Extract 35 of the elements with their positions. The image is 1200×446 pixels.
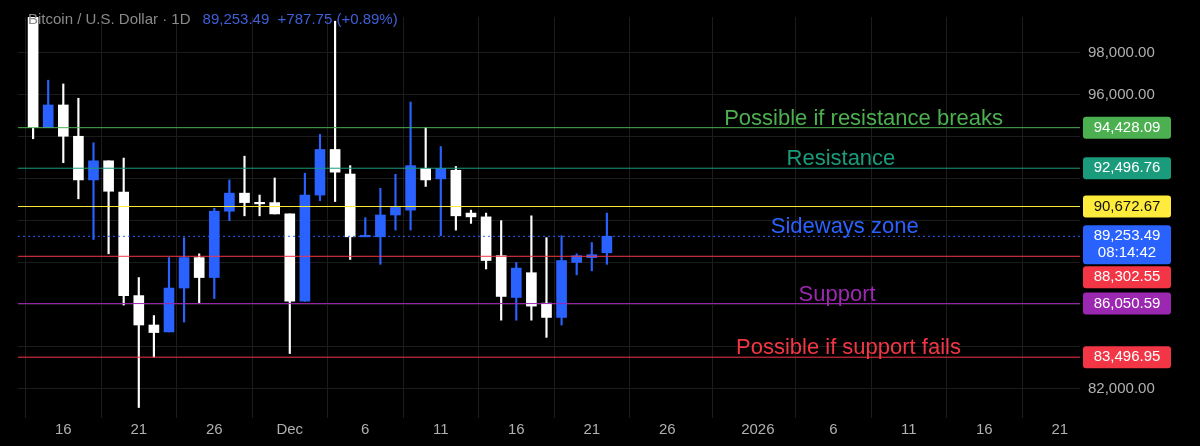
ref-line-label: 83,496.95 [1093, 347, 1161, 365]
annotation: Resistance [786, 145, 896, 171]
candlestick [390, 173, 401, 231]
x-tick-label: 26 [205, 420, 223, 438]
ref-line-label: 90,672.67 [1093, 196, 1161, 214]
x-tick-label: 21 [1051, 420, 1069, 438]
x-tick-label: 2026 [741, 420, 775, 438]
x-tick-label: 11 [433, 420, 449, 438]
ref-line-label: 88,302.55 [1093, 267, 1161, 285]
x-tick-label: Dec [276, 420, 304, 438]
annotation: Sideways zone [770, 213, 919, 239]
y-tick-label: 96,000.00 [1088, 84, 1155, 102]
x-tick-label: 26 [658, 420, 676, 438]
y-tick-label: 82,000.00 [1088, 378, 1155, 396]
text: 08:14:42 [1097, 243, 1157, 261]
x-tick-label: 16 [507, 420, 525, 438]
y-tick-label: 98,000.00 [1088, 42, 1155, 60]
x-tick-label: 6 [361, 420, 370, 438]
candlestick [541, 237, 552, 338]
ref-line-label: 94,428.09 [1093, 117, 1161, 135]
chart-title: Bitcoin / U.S. Dollar · 1D [28, 10, 191, 28]
annotation: Possible if resistance breaks [724, 104, 1003, 130]
chart-subtitle: 89,253.49 +787.75 (+0.89%) [202, 10, 398, 28]
x-tick-label: 16 [976, 420, 993, 438]
annotation: Support [798, 280, 876, 306]
ref-line-label: 89,253.49 [1093, 226, 1161, 244]
x-tick-label: 21 [583, 420, 601, 438]
ref-line-label: 92,496.76 [1093, 158, 1161, 176]
x-tick-label: 11 [901, 420, 917, 438]
annotation: Possible if support fails [735, 334, 961, 360]
x-tick-label: 16 [54, 420, 72, 438]
ref-line-label: 86,050.59 [1093, 293, 1161, 311]
x-tick-label: 6 [829, 420, 838, 438]
candlestick [239, 155, 250, 217]
x-tick-label: 21 [130, 420, 148, 438]
